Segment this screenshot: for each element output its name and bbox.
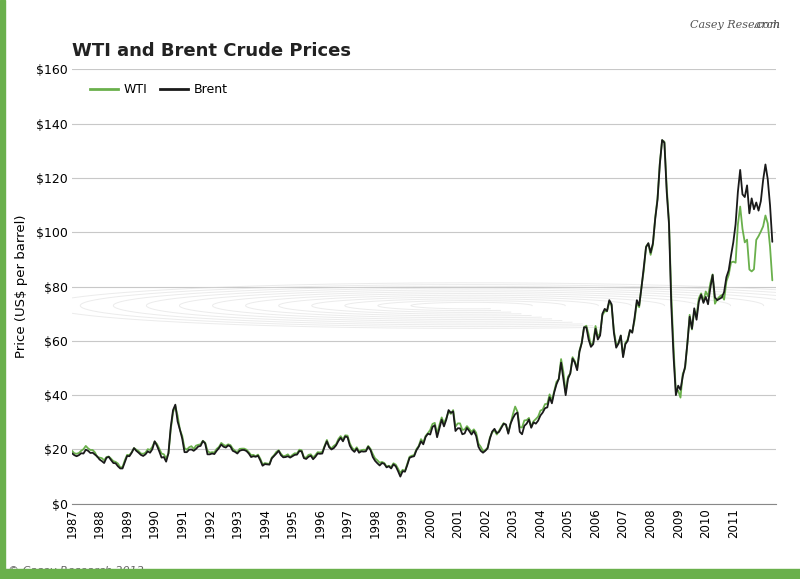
Text: Casey Research: Casey Research xyxy=(690,20,780,30)
Text: .com: .com xyxy=(704,20,780,30)
Text: © Casey Research 2012: © Casey Research 2012 xyxy=(8,566,144,576)
Text: WTI and Brent Crude Prices: WTI and Brent Crude Prices xyxy=(72,42,351,60)
Y-axis label: Price (US$ per barrel): Price (US$ per barrel) xyxy=(14,215,28,358)
Legend: WTI, Brent: WTI, Brent xyxy=(86,78,233,101)
